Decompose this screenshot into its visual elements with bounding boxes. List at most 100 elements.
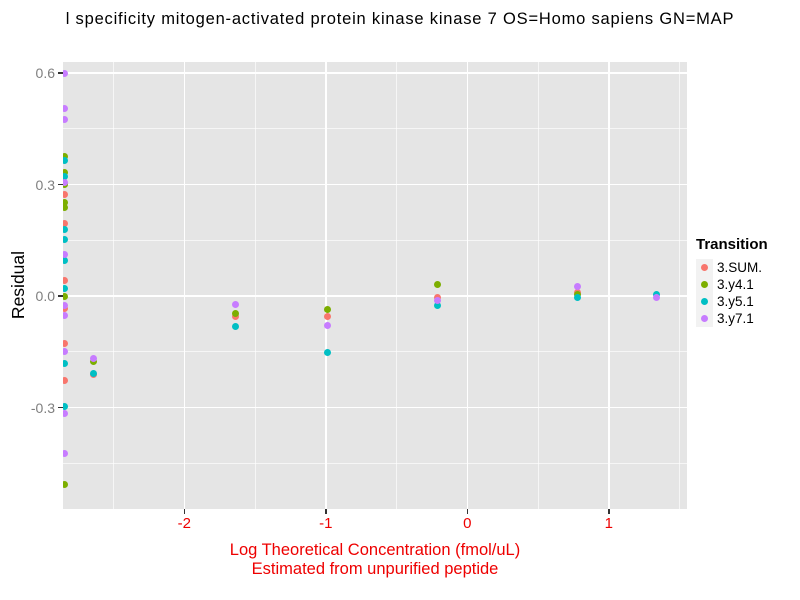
plot-title: l specificity mitogen-activated protein … <box>65 10 735 28</box>
data-point <box>323 321 331 329</box>
data-point <box>63 311 68 319</box>
data-point <box>63 219 68 227</box>
data-point <box>63 198 68 206</box>
x-major-gridline <box>608 62 610 509</box>
legend-item: 3.y5.1 <box>696 293 800 310</box>
legend: Transition 3.SUM. 3.y4.1 3.y5.1 3.y7.1 <box>696 236 800 327</box>
x-tick-label: 0 <box>463 515 472 532</box>
x-tick-mark <box>608 509 610 514</box>
legend-point-icon <box>701 298 708 305</box>
data-point <box>323 348 331 356</box>
data-point <box>63 403 68 411</box>
x-minor-gridline <box>396 62 397 509</box>
data-point <box>63 276 68 284</box>
y-minor-gridline <box>63 128 687 130</box>
data-point <box>653 290 661 298</box>
data-point <box>63 301 68 309</box>
x-axis-title-line2: Estimated from unpurified peptide <box>251 560 499 578</box>
data-point <box>63 348 68 356</box>
data-point <box>574 282 582 290</box>
data-point <box>434 296 442 304</box>
legend-item-label: 3.y7.1 <box>717 311 754 326</box>
y-axis-title: Residual <box>8 250 28 320</box>
data-point <box>231 300 239 308</box>
y-tick-label: 0.0 <box>35 288 55 305</box>
data-point <box>63 204 68 212</box>
data-point <box>434 281 442 289</box>
legend-key <box>696 293 713 310</box>
data-point <box>63 250 68 258</box>
x-major-gridline <box>466 62 468 509</box>
data-point <box>574 293 582 301</box>
data-point <box>63 178 68 186</box>
data-point <box>434 301 442 309</box>
x-axis-title-line1: Log Theoretical Concentration (fmol/uL) <box>229 541 521 559</box>
plot-panel <box>63 62 687 509</box>
data-point <box>90 369 98 377</box>
legend-items: 3.SUM. 3.y4.1 3.y5.1 3.y7.1 <box>696 259 800 327</box>
y-minor-gridline <box>63 462 687 464</box>
data-point <box>63 410 68 417</box>
y-tick-mark <box>58 406 63 409</box>
legend-item-label: 3.y5.1 <box>717 294 754 309</box>
y-tick-label: 0.6 <box>35 65 55 82</box>
data-point <box>63 156 68 164</box>
x-minor-gridline <box>537 62 539 509</box>
y-tick-label: -0.3 <box>30 399 55 416</box>
legend-title: Transition <box>696 236 768 253</box>
y-major-gridline <box>63 72 687 74</box>
legend-key <box>696 276 713 293</box>
data-point <box>63 293 68 301</box>
y-tick-mark <box>58 183 63 186</box>
x-tick-label: 1 <box>604 515 613 532</box>
y-tick-mark <box>58 295 63 297</box>
data-point <box>63 339 68 347</box>
legend-item-label: 3.SUM. <box>717 260 763 275</box>
data-point <box>231 310 239 318</box>
legend-item: 3.y4.1 <box>696 276 800 293</box>
data-point <box>323 305 331 313</box>
data-point <box>63 116 68 124</box>
x-tick-label: -2 <box>177 515 191 532</box>
data-point <box>90 355 98 363</box>
data-point <box>63 226 68 234</box>
data-point <box>63 190 68 198</box>
x-minor-gridline <box>113 62 114 509</box>
x-tick-label: -1 <box>319 515 333 532</box>
legend-point-icon <box>701 264 708 271</box>
data-point <box>63 256 68 264</box>
y-tick-label: 0.3 <box>35 176 55 193</box>
x-minor-gridline <box>679 62 680 509</box>
data-point <box>653 294 661 302</box>
legend-key <box>696 310 713 327</box>
y-minor-gridline <box>63 239 687 241</box>
data-point <box>63 105 68 113</box>
data-point <box>63 284 68 292</box>
data-point <box>323 312 331 320</box>
x-major-gridline <box>183 62 185 509</box>
x-minor-gridline <box>254 62 256 509</box>
data-point <box>63 376 68 384</box>
legend-point-icon <box>701 281 708 288</box>
y-minor-gridline <box>63 351 687 353</box>
x-tick-mark <box>466 509 468 514</box>
x-axis-title: Log Theoretical Concentration (fmol/uL) … <box>63 541 687 579</box>
data-point <box>63 359 68 367</box>
y-major-gridline <box>63 295 687 297</box>
data-point <box>63 481 68 489</box>
data-point <box>63 70 68 78</box>
data-point <box>63 449 68 457</box>
y-major-gridline <box>63 406 687 409</box>
legend-item: 3.SUM. <box>696 259 800 276</box>
legend-key <box>696 259 713 276</box>
data-point <box>231 323 239 331</box>
legend-point-icon <box>701 315 708 322</box>
y-major-gridline <box>63 183 687 186</box>
data-point <box>63 172 68 180</box>
data-point <box>63 236 68 244</box>
x-tick-mark <box>183 509 185 514</box>
x-tick-mark <box>325 509 327 514</box>
data-point <box>63 152 68 160</box>
x-major-gridline <box>325 62 327 509</box>
